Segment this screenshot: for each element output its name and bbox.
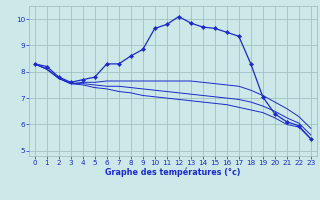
X-axis label: Graphe des températures (°c): Graphe des températures (°c) [105, 168, 241, 177]
